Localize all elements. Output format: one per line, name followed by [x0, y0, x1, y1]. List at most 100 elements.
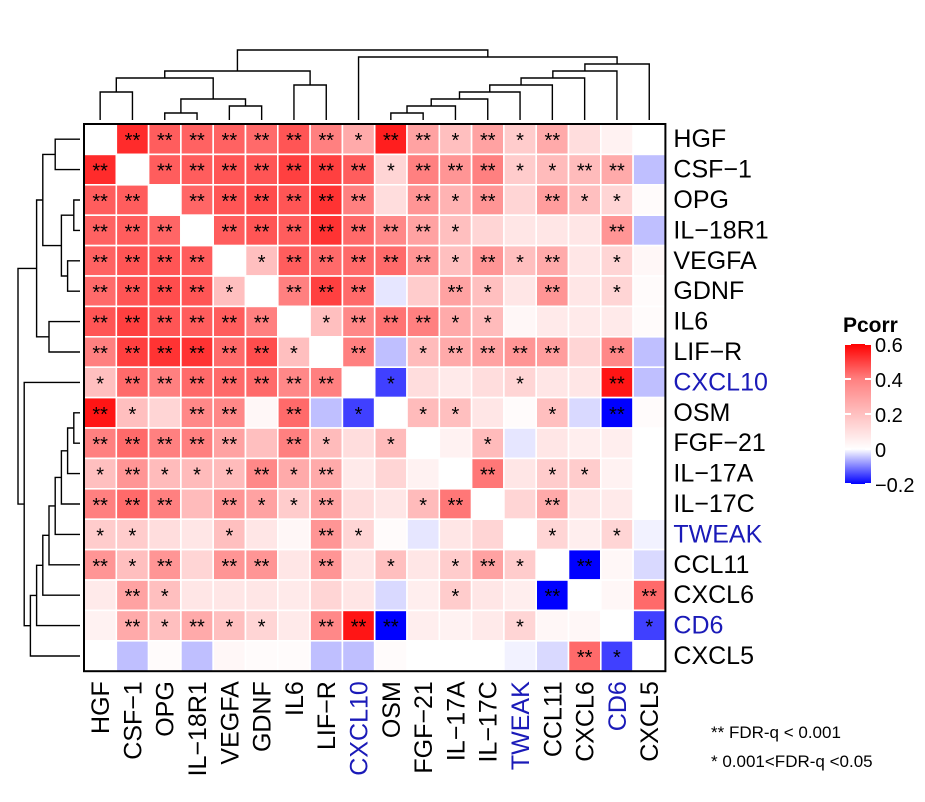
- heatmap-cell: [503, 305, 537, 338]
- heatmap-cell: [276, 335, 311, 368]
- significance-mark: *: [258, 617, 266, 639]
- significance-mark: **: [222, 130, 238, 152]
- dendrogram-branch: [73, 199, 80, 232]
- significance-mark: *: [96, 525, 104, 547]
- significance-mark: **: [577, 556, 593, 578]
- heatmap-cell: [212, 396, 247, 429]
- heatmap-cell: [632, 335, 667, 368]
- heatmap-cell: [632, 366, 667, 399]
- significance-mark: *: [516, 556, 524, 578]
- significance-mark: **: [318, 161, 334, 183]
- significance-mark: **: [448, 161, 464, 183]
- heatmap-cell: [503, 396, 537, 429]
- significance-mark: **: [222, 404, 238, 426]
- significance-mark: **: [189, 617, 205, 639]
- heatmap-cell: [83, 579, 118, 612]
- significance-mark: **: [545, 343, 561, 365]
- dendrogram-branch: [54, 138, 80, 171]
- significance-mark: **: [415, 313, 431, 335]
- heatmap-cell: [632, 457, 667, 490]
- heatmap-cell: [244, 153, 279, 186]
- heatmap-cell: [406, 335, 441, 368]
- heatmap-cell: [147, 366, 182, 399]
- heatmap-cell: [438, 609, 473, 642]
- significance-mark: **: [189, 130, 205, 152]
- significance-mark: **: [545, 191, 561, 213]
- significance-mark: *: [290, 343, 298, 365]
- heatmap-cell: [632, 548, 667, 581]
- significance-mark: *: [419, 495, 427, 517]
- colorbar-ticks: 0.6 0.4 0.2 0 −0.2: [845, 335, 914, 497]
- heatmap-cell: [115, 305, 150, 338]
- significance-mark: **: [318, 191, 334, 213]
- heatmap-cell: [599, 579, 634, 612]
- significance-mark: **: [125, 313, 141, 335]
- heatmap-cell: [212, 427, 247, 460]
- significance-mark: **: [92, 556, 108, 578]
- significance-mark: **: [448, 282, 464, 304]
- heatmap-cell: [341, 123, 376, 156]
- column-label: CXCL6: [572, 681, 600, 762]
- heatmap-cell: [147, 639, 182, 672]
- heatmap-cell: [341, 396, 376, 429]
- colorbar-tick-label: 0.2: [875, 405, 903, 427]
- heatmap-cell: [309, 214, 344, 247]
- heatmap-cell: [470, 214, 505, 247]
- dendrogram-branch: [293, 84, 327, 120]
- heatmap-cell: [212, 457, 247, 490]
- significance-mark: *: [548, 404, 556, 426]
- significance-mark: *: [452, 586, 460, 608]
- column-label: CXCL5: [636, 681, 664, 762]
- significance-mark: *: [516, 161, 524, 183]
- heatmap-cell: [341, 487, 376, 520]
- significance-mark: **: [92, 282, 108, 304]
- dendrogram-branch: [17, 267, 37, 505]
- heatmap-cell: [567, 123, 602, 156]
- significance-mark: **: [318, 282, 334, 304]
- dendrogram-branch: [390, 112, 424, 120]
- heatmap-cell: [147, 335, 182, 368]
- significance-mark: *: [484, 313, 492, 335]
- significance-mark: **: [125, 434, 141, 456]
- heatmap-cell: [438, 366, 473, 399]
- significance-mark: **: [125, 221, 141, 243]
- heatmap-cell: [406, 639, 441, 672]
- significance-mark: **: [92, 434, 108, 456]
- significance-mark: **: [125, 495, 141, 517]
- heatmap-cell: [83, 639, 118, 672]
- heatmap-cell: [83, 123, 118, 156]
- heatmap-cell: [470, 579, 505, 612]
- heatmap-cell: [212, 214, 247, 247]
- heatmap-cell: [373, 305, 408, 338]
- significance-mark: **: [254, 465, 270, 487]
- column-labels: HGF CSF−1 OPG IL−18R1 VEGFA GDNF IL6 LIF−R CXCL1…: [87, 681, 664, 777]
- heatmap-cell: [503, 275, 537, 308]
- heatmap-cell: [567, 487, 602, 520]
- significance-mark: **: [157, 556, 173, 578]
- heatmap-cell: [115, 427, 150, 460]
- row-label: TWEAK: [673, 520, 762, 548]
- heatmap-cell: [147, 457, 182, 490]
- heatmap-cell: [341, 548, 376, 581]
- dendrogram-branch: [48, 505, 80, 566]
- significance-mark: *: [161, 617, 169, 639]
- heatmap-cell: [406, 366, 441, 399]
- significance-mark: *: [516, 373, 524, 395]
- heatmap-cell: [503, 457, 537, 490]
- row-label: LIF−R: [673, 338, 742, 366]
- row-label: CXCL6: [673, 581, 754, 609]
- heatmap-cell: [373, 457, 408, 490]
- significance-mark: **: [157, 373, 173, 395]
- heatmap-cell: [212, 244, 247, 277]
- significance-mark: **: [157, 130, 173, 152]
- significance-mark: *: [355, 404, 363, 426]
- heatmap-cell: [535, 639, 570, 672]
- dendrogram-branch: [42, 153, 62, 247]
- heatmap-cell: [406, 518, 441, 551]
- significance-mark: **: [92, 191, 108, 213]
- heatmap-cell: [632, 639, 667, 672]
- heatmap-cell: [180, 214, 214, 247]
- significance-mark: **: [351, 191, 367, 213]
- significance-mark: **: [157, 282, 173, 304]
